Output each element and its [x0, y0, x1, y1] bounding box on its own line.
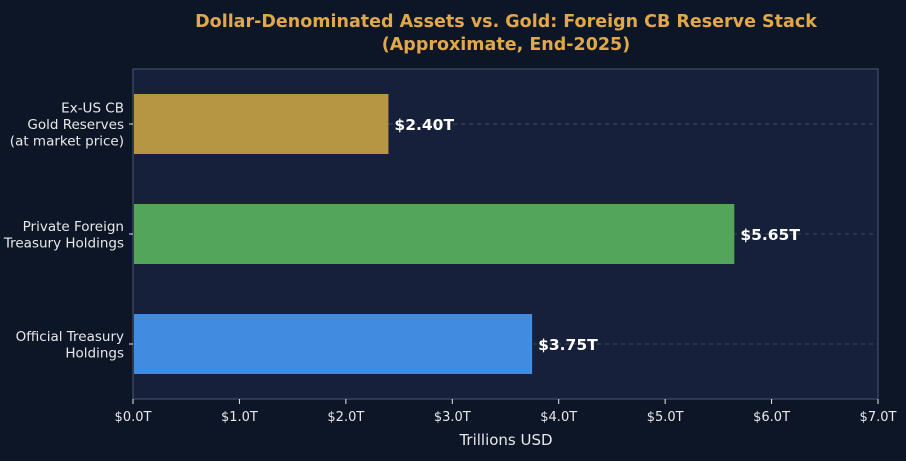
- x-tick-label: $1.0T: [221, 410, 258, 425]
- bar-value-label: $3.75T: [538, 336, 598, 354]
- category-label-line: Private Foreign: [23, 219, 124, 235]
- value-labels: $2.40T $5.65T $3.75T: [394, 116, 800, 354]
- x-tick-label: $6.0T: [753, 410, 790, 425]
- bar-value-label: $5.65T: [740, 226, 800, 244]
- x-tick-label: $4.0T: [540, 410, 577, 425]
- category-label: Private Foreign Treasury Holdings: [3, 219, 124, 252]
- bar-value-label: $2.40T: [394, 116, 454, 134]
- x-tick-label: $3.0T: [434, 410, 471, 425]
- x-axis-ticks: $0.0T $1.0T $2.0T $3.0T $4.0T $5.0T $6.0T $7.0T: [115, 399, 897, 425]
- category-label-line: Treasury Holdings: [3, 235, 124, 251]
- x-tick-label: $0.0T: [115, 410, 152, 425]
- category-label: Official Treasury Holdings: [16, 329, 124, 362]
- bar: [134, 314, 533, 374]
- bar: [134, 204, 735, 264]
- chart-subtitle: (Approximate, End-2025): [382, 35, 630, 55]
- x-tick-label: $5.0T: [647, 410, 684, 425]
- category-label-line: Gold Reserves: [27, 117, 124, 133]
- category-label-line: Ex-US CB: [61, 101, 124, 117]
- bar: [134, 94, 389, 154]
- category-label-line: (at market price): [10, 134, 124, 150]
- category-labels: Ex-US CB Gold Reserves (at market price) Pr…: [3, 101, 133, 362]
- category-label-line: Holdings: [65, 345, 124, 361]
- category-label: Ex-US CB Gold Reserves (at market price): [10, 101, 124, 150]
- category-label-line: Official Treasury: [16, 329, 124, 345]
- chart-title: Dollar-Denominated Assets vs. Gold: Fore…: [195, 12, 817, 32]
- x-tick-label: $2.0T: [327, 410, 364, 425]
- x-tick-label: $7.0T: [860, 410, 897, 425]
- x-axis-label: Trillions USD: [458, 431, 552, 449]
- bars: [134, 94, 735, 374]
